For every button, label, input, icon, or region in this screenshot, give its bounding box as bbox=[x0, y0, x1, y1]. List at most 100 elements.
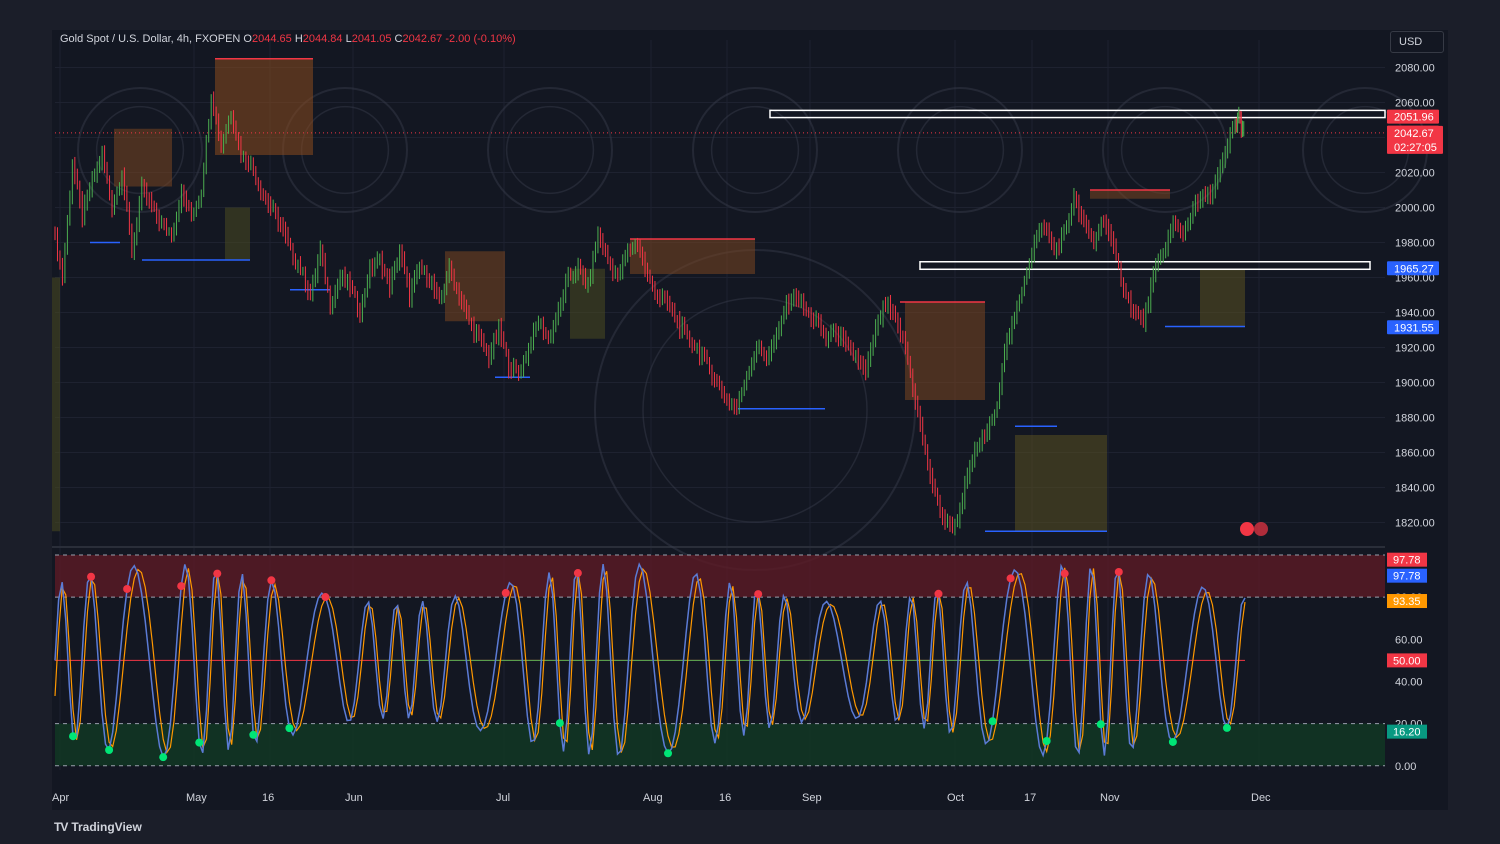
price-tag-label: 1965.27 bbox=[1394, 263, 1434, 275]
watermark-seal-icon bbox=[692, 87, 818, 213]
price-tag bbox=[1387, 109, 1439, 124]
overbought-dot bbox=[1060, 569, 1069, 578]
price-axis-label: 1900.00 bbox=[1395, 378, 1435, 390]
overbought-zone bbox=[55, 555, 1385, 598]
price-tag-label: 1931.55 bbox=[1394, 322, 1434, 334]
stoch-axis-label: 60.00 bbox=[1395, 634, 1423, 646]
stoch-tag-label: 16.20 bbox=[1393, 727, 1421, 739]
overbought-dot bbox=[934, 589, 943, 598]
oversold-dot bbox=[285, 724, 294, 733]
oversold-dot bbox=[988, 717, 997, 726]
watermark-seal-icon bbox=[915, 105, 1005, 195]
overbought-dot bbox=[213, 569, 222, 578]
oversold-dot bbox=[195, 738, 204, 747]
price-axis-label: 1840.00 bbox=[1395, 483, 1435, 495]
stoch-tag bbox=[1387, 724, 1427, 739]
stoch-tag-label: 97.78 bbox=[1393, 571, 1421, 583]
oversold-dot bbox=[159, 753, 168, 762]
high-label: H bbox=[294, 33, 303, 45]
open-label: O bbox=[243, 33, 252, 45]
time-axis-label: May bbox=[186, 792, 207, 804]
time-axis-label: Jul bbox=[496, 792, 510, 804]
oversold-dot bbox=[1042, 737, 1051, 746]
overbought-dot bbox=[501, 588, 510, 597]
overbought-dot bbox=[321, 593, 330, 602]
high-value: 2044.84 bbox=[302, 33, 343, 45]
time-axis-label: Dec bbox=[1251, 792, 1271, 804]
time-axis-label: Aug bbox=[643, 792, 663, 804]
stoch-tag-label: 50.00 bbox=[1393, 655, 1421, 667]
countdown-label: 02:27:05 bbox=[1394, 142, 1437, 154]
oversold-zone bbox=[55, 723, 1385, 766]
watermark-seal-icon bbox=[1120, 105, 1210, 195]
oversold-dot bbox=[1168, 737, 1177, 746]
oversold-dot bbox=[664, 749, 673, 758]
price-zone bbox=[52, 277, 60, 532]
overbought-dot bbox=[1006, 574, 1015, 583]
price-axis-label: 1940.00 bbox=[1395, 308, 1435, 320]
oversold-dot bbox=[105, 745, 114, 754]
watermark-seal-icon bbox=[505, 105, 595, 195]
overbought-dot bbox=[573, 569, 582, 578]
price-tag bbox=[1387, 125, 1443, 154]
stoch-tag-label: 93.35 bbox=[1393, 596, 1421, 608]
resistance-box bbox=[769, 109, 1386, 119]
price-zone bbox=[114, 128, 172, 187]
watermark-seal-icon bbox=[77, 87, 203, 213]
chart-frame bbox=[52, 30, 1448, 810]
price-axis-label: 2020.00 bbox=[1395, 168, 1435, 180]
stoch-tag bbox=[1387, 568, 1427, 583]
price-zone bbox=[1090, 190, 1170, 199]
price-zone bbox=[1200, 268, 1245, 327]
economic-event-icon bbox=[1240, 522, 1254, 536]
watermark-seal-icon bbox=[1102, 87, 1228, 213]
price-zone bbox=[445, 251, 505, 322]
overbought-dot bbox=[1114, 567, 1123, 576]
price-tag bbox=[1387, 261, 1439, 276]
price-zone bbox=[905, 302, 985, 400]
price-axis-label: 2060.00 bbox=[1395, 98, 1435, 110]
overbought-dot bbox=[87, 572, 96, 581]
watermark-seal-icon bbox=[487, 87, 613, 213]
oversold-dot bbox=[69, 732, 78, 741]
stoch-tag bbox=[1387, 594, 1427, 609]
time-axis-label: 16 bbox=[719, 792, 731, 804]
oversold-dot bbox=[1096, 720, 1105, 729]
stoch-tag-label: 97.78 bbox=[1393, 555, 1421, 567]
time-axis-label: Sep bbox=[802, 792, 822, 804]
overbought-dot bbox=[267, 576, 276, 585]
overbought-dot bbox=[123, 584, 132, 593]
price-zone bbox=[630, 239, 755, 274]
brand-name: TradingView bbox=[71, 820, 142, 834]
watermark-seal-icon bbox=[710, 105, 800, 195]
change-value: -2.00 (-0.10%) bbox=[445, 33, 516, 45]
symbol-header: Gold Spot / U.S. Dollar, 4h, FXOPEN O204… bbox=[60, 33, 516, 45]
close-value: 2042.67 bbox=[402, 33, 443, 45]
stoch-tag bbox=[1387, 552, 1427, 567]
stoch-d-line bbox=[54, 567, 1246, 755]
price-axis-label: 1920.00 bbox=[1395, 343, 1435, 355]
open-value: 2044.65 bbox=[251, 33, 292, 45]
stoch-axis-label: 0.00 bbox=[1395, 761, 1416, 773]
oversold-dot bbox=[555, 719, 564, 728]
symbol-name: Gold Spot / U.S. Dollar, 4h, FXOPEN bbox=[60, 33, 241, 45]
tradingview-brand[interactable]: TV TradingView bbox=[54, 820, 142, 834]
price-axis-label: 1860.00 bbox=[1395, 448, 1435, 460]
watermark-seal-icon bbox=[300, 105, 390, 195]
price-tag-label: 2051.96 bbox=[1394, 112, 1434, 124]
currency-button[interactable]: USD bbox=[1390, 31, 1444, 53]
low-value: 2041.05 bbox=[351, 33, 392, 45]
oversold-dot bbox=[1222, 723, 1231, 732]
watermark-seal-icon bbox=[897, 87, 1023, 213]
price-tag-label: 2042.67 bbox=[1394, 128, 1434, 140]
price-axis-label: 1980.00 bbox=[1395, 238, 1435, 250]
low-label: L bbox=[345, 33, 352, 45]
price-axis-label: 1880.00 bbox=[1395, 413, 1435, 425]
economic-event-icon bbox=[1254, 522, 1268, 536]
price-axis-label: 2000.00 bbox=[1395, 203, 1435, 215]
time-axis-label: Apr bbox=[52, 792, 69, 804]
overbought-dot bbox=[754, 590, 763, 599]
stoch-tag bbox=[1387, 653, 1427, 668]
close-label: C bbox=[394, 33, 403, 45]
